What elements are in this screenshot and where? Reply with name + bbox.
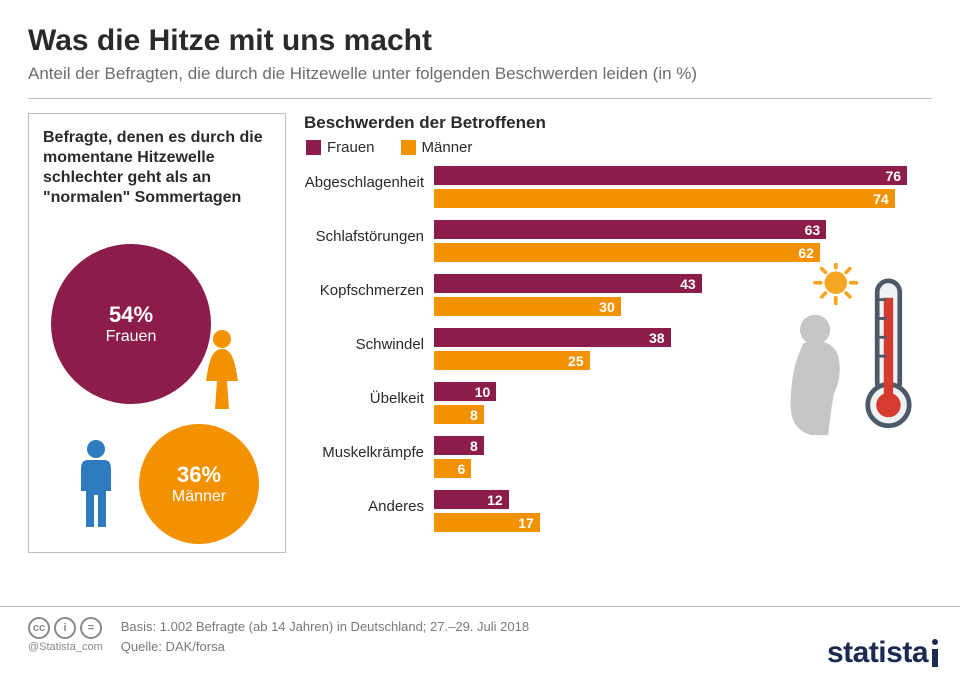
bar-men-value: 17 [434,513,540,532]
nd-icon: = [80,617,102,639]
logo-mark-icon [932,639,938,667]
bar-pair: 1217 [434,490,932,536]
bar-row: Abgeschlagenheit7674 [304,166,932,212]
bar-row: Schlafstörungen6362 [304,220,932,266]
logo-text: statista [827,636,928,670]
legend-women: Frauen [306,139,375,156]
bar-women: 76 [434,166,932,185]
content-row: Befragte, denen es durch die momentane H… [28,113,932,553]
cc-icons: cc i = [28,617,102,639]
bar-women-value: 63 [434,220,826,239]
bar-men: 62 [434,243,932,262]
chart-title: Beschwerden der Betroffenen [304,113,932,133]
chart-legend: Frauen Männer [306,139,932,156]
category-label: Anderes [304,490,434,515]
men-share-circle: 36% Männer [139,424,259,544]
panel-title: Befragte, denen es durch die momentane H… [43,128,271,208]
legend-men-label: Männer [422,139,473,156]
category-label: Schwindel [304,328,434,353]
bar-women-value: 76 [434,166,907,185]
bar-men: 6 [434,459,932,478]
divider [28,98,932,99]
bar-women-value: 38 [434,328,671,347]
bar-men-value: 30 [434,297,621,316]
legend-women-swatch [306,140,321,155]
statista-logo: statista [827,636,938,670]
bar-women-value: 10 [434,382,496,401]
women-share-label: Frauen [106,328,157,346]
cc-license-block: cc i = @Statista_com [28,617,103,653]
bar-pair: 7674 [434,166,932,212]
footer-text: Basis: 1.002 Befragte (ab 14 Jahren) in … [121,617,529,656]
category-label: Abgeschlagenheit [304,166,434,191]
bar-men-value: 8 [434,405,484,424]
bar-row: Anderes1217 [304,490,932,536]
bar-men-value: 6 [434,459,471,478]
heat-illustration-icon [768,263,928,453]
category-label: Kopfschmerzen [304,274,434,299]
footer-basis: Basis: 1.002 Befragte (ab 14 Jahren) in … [121,617,529,637]
affected-share-panel: Befragte, denen es durch die momentane H… [28,113,286,553]
infographic-canvas: Was die Hitze mit uns macht Anteil der B… [0,0,960,684]
bar-men: 74 [434,189,932,208]
bar-men-value: 25 [434,351,590,370]
bar-men-value: 62 [434,243,820,262]
man-icon [73,439,119,529]
twitter-handle: @Statista_com [28,641,103,653]
bar-men: 17 [434,513,932,532]
footer: cc i = @Statista_com Basis: 1.002 Befrag… [0,606,960,684]
bar-women-value: 8 [434,436,484,455]
bar-women-value: 12 [434,490,509,509]
bar-men-value: 74 [434,189,895,208]
legend-men-swatch [401,140,416,155]
women-share-pct: 54% [109,302,153,328]
legend-men: Männer [401,139,473,156]
symptoms-chart: Beschwerden der Betroffenen Frauen Männe… [304,113,932,553]
page-title: Was die Hitze mit uns macht [28,24,932,58]
men-share-pct: 36% [177,462,221,488]
category-label: Schlafstörungen [304,220,434,245]
category-label: Übelkeit [304,382,434,407]
women-share-circle: 54% Frauen [51,244,211,404]
legend-women-label: Frauen [327,139,375,156]
bar-women: 12 [434,490,932,509]
by-icon: i [54,617,76,639]
bar-women-value: 43 [434,274,702,293]
category-label: Muskelkrämpfe [304,436,434,461]
bar-pair: 6362 [434,220,932,266]
cc-icon: cc [28,617,50,639]
woman-icon [199,329,245,411]
men-share-label: Männer [172,488,226,506]
bar-women: 63 [434,220,932,239]
footer-source: Quelle: DAK/forsa [121,637,529,657]
page-subtitle: Anteil der Befragten, die durch die Hitz… [28,64,932,84]
